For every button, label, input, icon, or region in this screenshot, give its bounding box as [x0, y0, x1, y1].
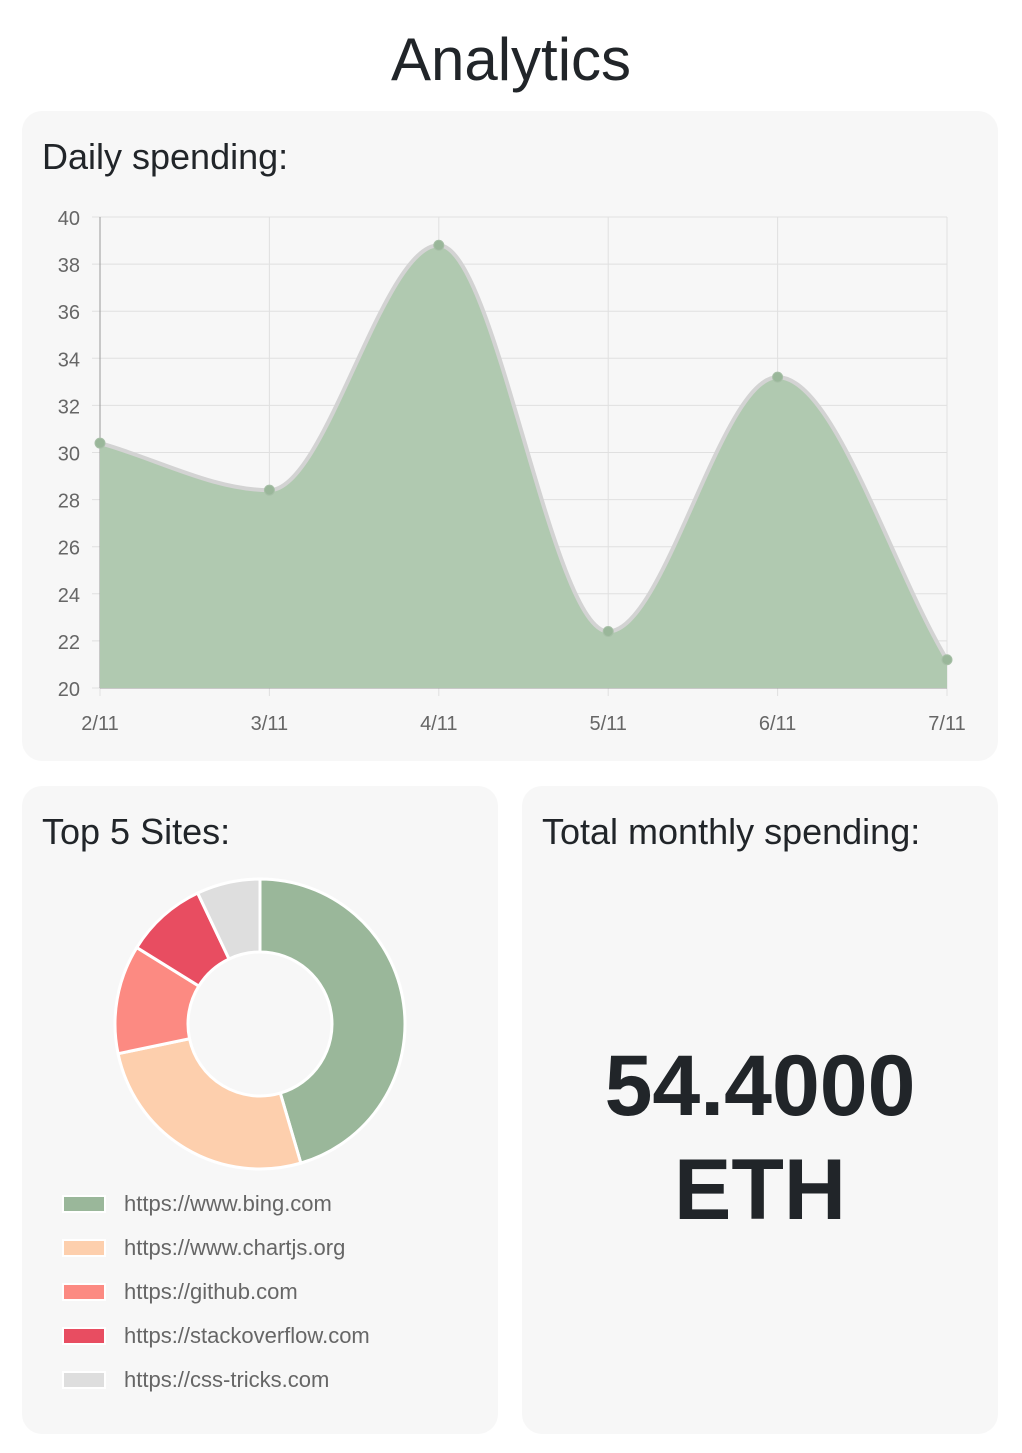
legend-label: https://css-tricks.com	[124, 1367, 330, 1392]
y-tick-label: 20	[58, 679, 80, 701]
legend-item[interactable]: https://www.bing.com	[62, 1182, 370, 1226]
page-title: Analytics	[390, 26, 632, 93]
x-tick-label: 2/11	[81, 713, 118, 735]
legend-item[interactable]: https://github.com	[62, 1270, 370, 1314]
top-sites-legend: https://www.bing.com https://www.chartjs.…	[62, 1182, 370, 1402]
y-tick-label: 38	[58, 255, 80, 277]
daily-spending-chart: 20 22 24 26 28 30 32 34 36 38 40 2/11 3/11 4/11 5/11 6/…	[58, 208, 966, 735]
data-point	[94, 437, 106, 449]
legend-swatch	[62, 1195, 106, 1213]
x-tick-label: 7/11	[928, 713, 965, 735]
data-point	[772, 371, 784, 383]
x-tick-label: 4/11	[420, 713, 457, 735]
legend-item[interactable]: https://css-tricks.com	[62, 1358, 370, 1402]
legend-label: https://www.bing.com	[124, 1191, 332, 1216]
y-tick-label: 28	[58, 491, 80, 513]
top-sites-donut-chart	[113, 877, 407, 1171]
data-point	[602, 625, 614, 637]
total-unit: ETH	[674, 1142, 846, 1238]
data-point	[941, 654, 953, 666]
top-sites-title: Top 5 Sites:	[42, 811, 231, 852]
legend-label: https://github.com	[124, 1279, 298, 1304]
x-tick-label: 5/11	[589, 713, 626, 735]
legend-swatch	[62, 1371, 106, 1389]
total-spending-value: 54.4000 ETH	[522, 1034, 998, 1242]
legend-item[interactable]: https://stackoverflow.com	[62, 1314, 370, 1358]
y-tick-label: 24	[58, 585, 80, 607]
y-tick-label: 26	[58, 538, 80, 560]
y-tick-label: 40	[58, 208, 80, 230]
legend-item[interactable]: https://www.chartjs.org	[62, 1226, 370, 1270]
total-spending-title: Total monthly spending:	[542, 811, 921, 852]
data-point	[433, 239, 445, 251]
y-tick-label: 36	[58, 302, 80, 324]
donut-slice	[195, 877, 262, 961]
legend-swatch	[62, 1239, 106, 1257]
legend-label: https://stackoverflow.com	[124, 1323, 370, 1348]
daily-spending-card: Daily spending: 20 22 24 26 28 30 32 34 36 38 40 2/…	[22, 111, 998, 761]
y-tick-label: 34	[58, 349, 80, 371]
x-tick-label: 3/11	[251, 713, 288, 735]
top-sites-card: Top 5 Sites: https://www.bing.com https:/…	[22, 786, 498, 1434]
data-point	[263, 484, 275, 496]
spending-line	[99, 243, 949, 661]
y-tick-label: 22	[58, 632, 80, 654]
total-amount: 54.4000	[604, 1038, 916, 1134]
donut-slice	[258, 877, 407, 1165]
y-tick-label: 32	[58, 396, 80, 418]
y-tick-label: 30	[58, 444, 80, 466]
donut-slice	[116, 1036, 303, 1171]
spending-area	[100, 245, 947, 688]
legend-swatch	[62, 1283, 106, 1301]
daily-spending-title: Daily spending:	[42, 136, 289, 177]
legend-swatch	[62, 1327, 106, 1345]
total-spending-card: Total monthly spending: 54.4000 ETH	[522, 786, 998, 1434]
legend-label: https://www.chartjs.org	[124, 1235, 346, 1260]
x-tick-label: 6/11	[759, 713, 796, 735]
